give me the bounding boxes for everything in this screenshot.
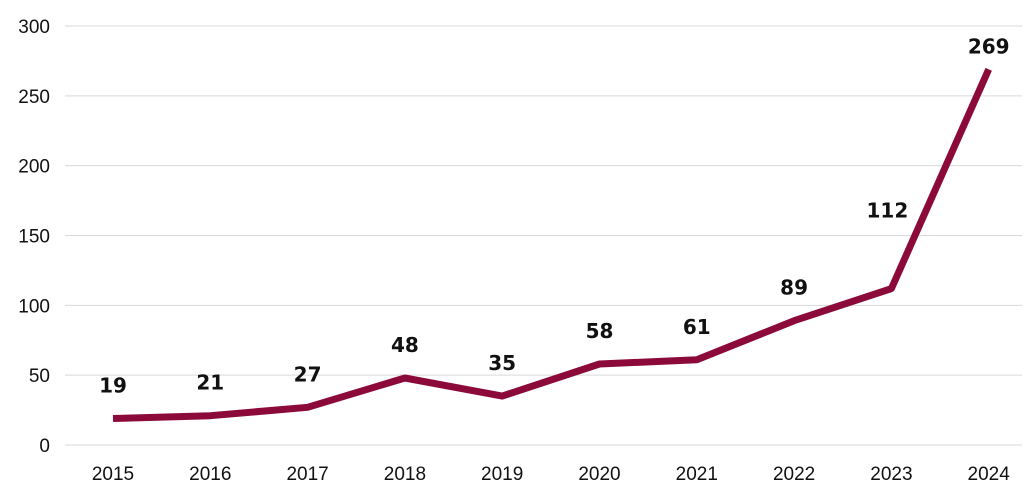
x-tick-label: 2015 bbox=[92, 464, 134, 485]
y-tick-label: 0 bbox=[39, 436, 50, 457]
gridlines bbox=[65, 25, 1022, 446]
y-tick-label: 250 bbox=[18, 87, 50, 108]
data-label-2017: 27 bbox=[294, 362, 322, 386]
y-tick-label: 150 bbox=[18, 227, 50, 248]
data-label-2016: 21 bbox=[196, 371, 224, 395]
data-labels: 19 21 27 48 35 58 61 89 112 269 bbox=[99, 34, 1009, 397]
data-label-2015: 19 bbox=[99, 373, 127, 397]
data-label-2023: 112 bbox=[867, 199, 909, 223]
data-label-2022: 89 bbox=[780, 276, 808, 300]
x-tick-label: 2019 bbox=[481, 464, 523, 485]
x-axis-tick-labels: 2015 2016 2017 2018 2019 2020 2021 2022 2023 2024 bbox=[92, 464, 1010, 485]
y-axis-tick-labels: 0 50 100 150 200 250 300 bbox=[18, 17, 50, 457]
x-tick-label: 2021 bbox=[676, 464, 718, 485]
x-tick-label: 2020 bbox=[578, 464, 620, 485]
y-tick-label: 200 bbox=[18, 157, 50, 178]
data-label-2018: 48 bbox=[391, 333, 419, 357]
y-tick-label: 100 bbox=[18, 296, 50, 317]
x-tick-label: 2022 bbox=[773, 464, 815, 485]
y-tick-label: 300 bbox=[18, 17, 50, 38]
y-tick-label: 50 bbox=[29, 366, 50, 387]
series-line bbox=[112, 67, 992, 422]
x-tick-label: 2016 bbox=[189, 464, 231, 485]
x-tick-label: 2024 bbox=[968, 464, 1011, 485]
x-tick-label: 2018 bbox=[384, 464, 426, 485]
data-label-2021: 61 bbox=[683, 315, 711, 339]
x-tick-label: 2023 bbox=[870, 464, 912, 485]
x-tick-label: 2017 bbox=[286, 464, 328, 485]
data-label-2024: 269 bbox=[968, 34, 1010, 58]
data-label-2019: 35 bbox=[488, 351, 516, 375]
data-label-2020: 58 bbox=[586, 319, 614, 343]
